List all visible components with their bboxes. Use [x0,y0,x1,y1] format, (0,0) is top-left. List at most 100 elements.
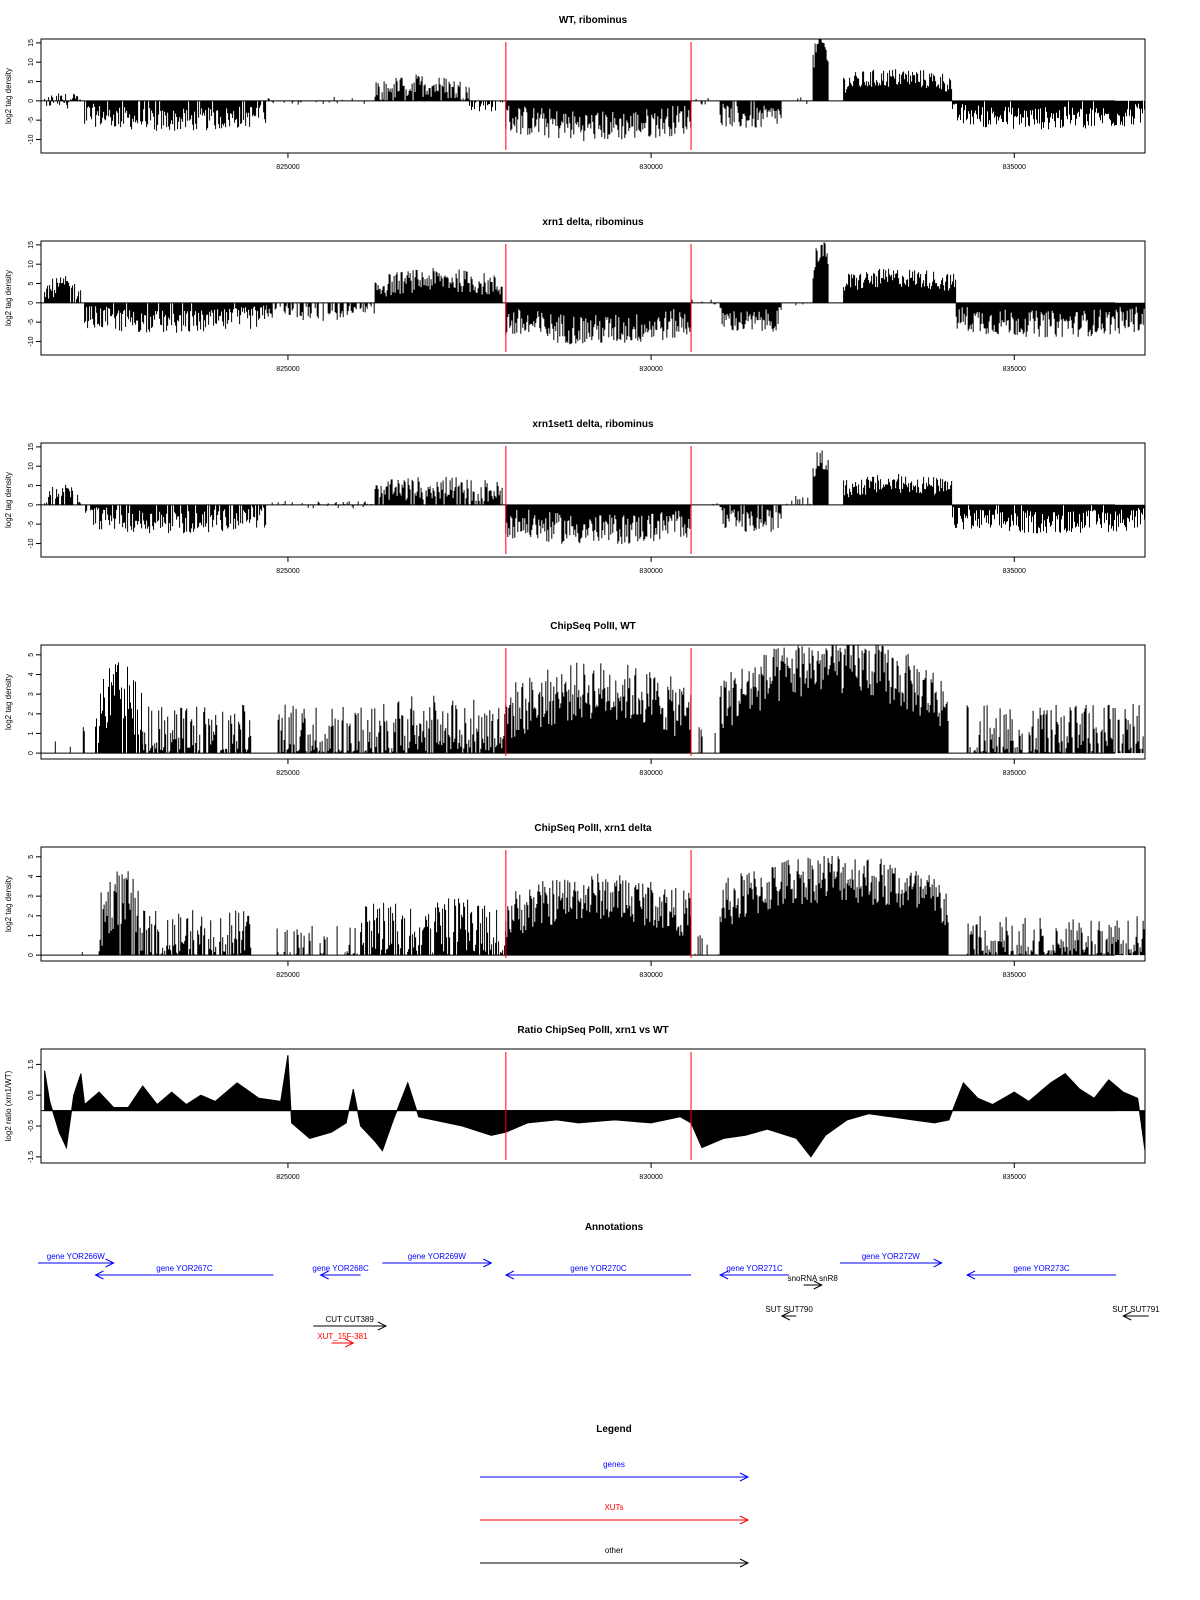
coverage-bars [694,935,719,956]
coverage-bars [690,299,716,305]
x-axis: 825000 830000 835000 [276,961,1026,979]
feature-arrow-3 [319,1270,361,1280]
coverage-bars [505,662,692,754]
x-axis: 825000 830000 835000 [276,557,1026,575]
y-tick-label: 5 [28,79,35,83]
annotations-panel: Annotations gene YOR266W gene YOR267C gene … [38,1222,1160,1348]
coverage-segment-10 [812,39,829,101]
coverage-segment-6 [690,299,716,305]
y-axis: 15 10 5 0 -5 -10 [28,241,41,347]
coverage-bars [276,925,358,956]
coverage-bars [952,100,1145,130]
plot-frame [40,644,1146,760]
coverage-bars [843,268,957,303]
y-tick-label: 10 [28,462,35,470]
coverage-segment-3 [142,910,252,956]
chart-title: WT, ribominus [559,15,628,26]
x-tick-label: 830000 [639,568,662,575]
y-axis-label: log2 tag density [4,270,13,326]
coverage-bars [84,100,267,131]
y-tick-label: 2 [28,712,35,716]
chart-title: ChipSeq PolII, WT [550,621,636,632]
y-axis: 15 10 5 0 -5 -10 [28,443,41,549]
x-tick-label: 825000 [276,366,299,373]
coverage-bars [505,873,692,956]
coverage-segment-4 [374,477,503,505]
x-tick-label: 825000 [276,164,299,171]
ratio-area [44,1055,1146,1158]
y-tick-label: 1.5 [28,1059,35,1069]
chart-title: Ratio ChipSeq PolII, xrn1 vs WT [517,1025,668,1036]
coverage-segment-1 [44,276,82,303]
legend-entry-label: XUTs [604,1503,623,1512]
plot-frame [40,240,1146,356]
coverage-segment-8 [786,495,811,505]
coverage-segment-3 [265,302,375,321]
feature-label: XUT_15F-381 [317,1332,368,1341]
coverage-segment-8 [719,645,949,754]
chart-panel-1: WT, ribominus log2 tag density 15 10 5 0 -5 -10… [4,15,1146,171]
coverage-segment-5 [367,695,506,754]
coverage-bars [44,276,82,303]
coverage-bars [786,495,811,505]
y-tick-label: 15 [28,241,35,249]
coverage-segment-4 [374,268,503,303]
x-tick-label: 835000 [1003,1174,1026,1181]
y-tick-label: 3 [28,692,35,696]
feature-label: gene YOR271C [726,1264,783,1273]
coverage-segment-3 [142,704,252,754]
feature-label: gene YOR267C [156,1264,213,1273]
x-tick-label: 825000 [276,770,299,777]
coverage-bars [265,302,375,321]
coverage-bars [698,727,716,754]
coverage-segment-11 [952,504,1145,534]
feature-arrow-13 [331,1338,355,1348]
y-tick-label: -5 [28,521,35,527]
x-axis: 825000 830000 835000 [276,759,1026,777]
coverage-bars [952,504,1145,534]
coverage-segment-4 [374,74,470,101]
coverage-segment-2 [98,871,143,956]
chart-panel-5: ChipSeq PolII, xrn1 delta log2 tag densit… [4,823,1146,979]
coverage-segment-9 [812,242,829,303]
y-tick-label: 3 [28,894,35,898]
feature-label: gene YOR272W [862,1252,921,1261]
coverage-segment-5 [360,898,507,956]
coverage-segment-5 [505,504,692,544]
y-tick-label: 1 [28,731,35,735]
coverage-segment-11 [955,302,1145,338]
y-axis-label: log2 tag density [4,68,13,124]
coverage-bars [812,450,829,505]
x-tick-label: 835000 [1003,164,1026,171]
coverage-bars [812,242,829,303]
feature-label: SUT SUT790 [765,1305,813,1314]
coverage-bars [84,302,267,333]
coverage-bars [505,302,692,345]
x-tick-label: 825000 [276,1174,299,1181]
x-tick-label: 835000 [1003,568,1026,575]
x-tick-label: 830000 [639,164,662,171]
coverage-bars [374,477,503,505]
coverage-bars [966,916,1145,956]
coverage-bars [843,474,953,505]
coverage-segment-7 [694,935,719,956]
x-axis: 825000 830000 835000 [276,153,1026,171]
x-tick-label: 825000 [276,568,299,575]
x-axis: 825000 830000 835000 [276,1163,1026,1181]
feature-arrow-7 [803,1280,823,1290]
feature-label: CUT CUT389 [326,1315,375,1324]
coverage-segment-2 [85,504,267,534]
y-axis: 1.5 0.5 -0.5 -1.5 [28,1059,41,1163]
y-tick-label: -10 [28,538,35,548]
y-tick-label: 5 [28,855,35,859]
coverage-bars [966,704,1144,754]
y-tick-label: 0 [28,301,35,305]
y-tick-label: 5 [28,653,35,657]
coverage-segment-12 [952,100,1145,130]
legend-entry-label: other [605,1546,624,1555]
chart-panel-4: ChipSeq PolII, WT log2 tag density 0 1 2 3 4 5 8… [4,621,1146,777]
coverage-bars [95,662,143,754]
coverage-segment-1 [54,727,85,754]
chart-panel-3: xrn1set1 delta, ribominus log2 tag densit… [4,419,1146,575]
y-tick-label: -10 [28,134,35,144]
